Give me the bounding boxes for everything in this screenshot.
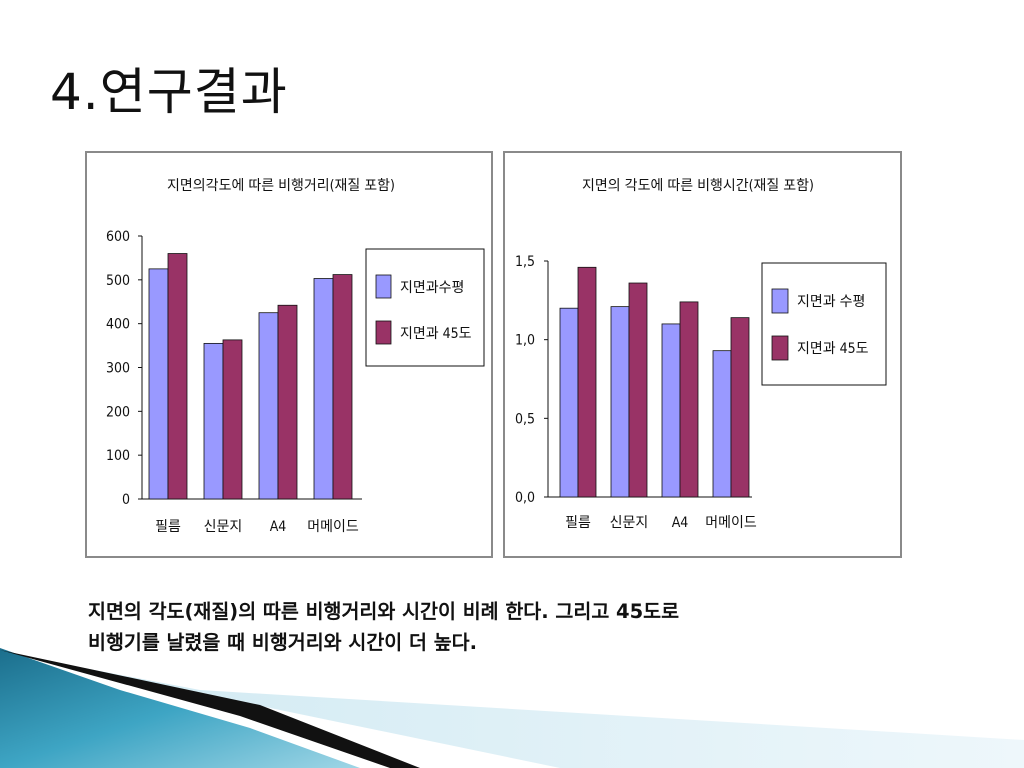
bar-series-1-1 — [148, 268, 169, 500]
y-tick-label: 0,0 — [515, 490, 535, 506]
y-tick-label: 500 — [106, 273, 130, 289]
decoration-dark-stripe — [0, 650, 420, 768]
slide-title: 4.연구결과 — [50, 63, 288, 121]
x-category-label: 머메이드 — [307, 519, 359, 535]
distance-chart: 지면의각도에 따른 비행거리(재질 포함) 600 500 400 300 200 100 0… — [85, 151, 493, 558]
legend-label-2: 지면과 45도 — [400, 326, 472, 342]
bar-series-2-1 — [577, 266, 597, 498]
body-text: 지면의 각도(재질)의 따른 비행거리와 시간이 비례 한다. 그리고 45도로… — [88, 596, 928, 658]
x-category-label: 필름 — [155, 519, 181, 535]
bar-series-2-3 — [277, 304, 298, 500]
bar-series-1-4 — [712, 350, 732, 498]
y-tick-label: 0,5 — [515, 411, 535, 427]
y-tick-label: 1,5 — [515, 254, 535, 270]
x-category-label: 신문지 — [204, 519, 243, 535]
body-line: 지면의 각도(재질)의 따른 비행거리와 시간이 비례 한다. 그리고 45도로 — [88, 600, 680, 623]
chart-svg: 지면의각도에 따른 비행거리(재질 포함) 600 500 400 300 200 100 0… — [106, 178, 485, 535]
y-tick-label: 1,0 — [515, 333, 535, 349]
x-category-label: 신문지 — [610, 515, 649, 531]
bar-series-2-2 — [628, 282, 648, 498]
bar-series-1-2 — [610, 306, 630, 498]
x-category-label: A4 — [270, 519, 287, 535]
y-tick-label: 0 — [122, 492, 130, 508]
chart-title: 지면의 각도에 따른 비행시간(재질 포함) — [582, 178, 814, 194]
bar-series-2-1 — [167, 253, 188, 500]
y-tick-label: 400 — [106, 317, 130, 333]
chart-title: 지면의각도에 따른 비행거리(재질 포함) — [167, 178, 395, 194]
legend-swatch-2 — [771, 335, 789, 361]
bar-series-1-3 — [258, 312, 279, 500]
x-category-label: 필름 — [565, 515, 591, 531]
legend-swatch-1 — [771, 288, 789, 314]
decoration-teal-swoosh — [0, 648, 360, 768]
legend-box — [761, 262, 887, 386]
bar-series-2-2 — [222, 339, 243, 500]
decoration-light-swoosh — [0, 652, 1024, 768]
y-tick-label: 600 — [106, 229, 130, 245]
y-tick-label: 300 — [106, 361, 130, 377]
bar-series-1-2 — [203, 342, 224, 500]
bar-series-1-1 — [559, 307, 579, 498]
bar-series-1-4 — [313, 278, 334, 500]
chart-svg: 지면의 각도에 따른 비행시간(재질 포함) 1,5 1,0 0,5 0,0 필름 신문지 A… — [515, 178, 887, 531]
y-tick-label: 100 — [106, 448, 130, 464]
legend-swatch-1 — [375, 274, 392, 299]
body-line: 비행기를 날렸을 때 비행거리와 시간이 더 높다. — [88, 631, 478, 654]
time-chart: 지면의 각도에 따른 비행시간(재질 포함) 1,5 1,0 0,5 0,0 필름 신문지 A… — [503, 151, 902, 558]
legend-label-1: 지면과 수평 — [797, 294, 865, 310]
legend-swatch-2 — [375, 320, 392, 345]
x-category-label: A4 — [672, 515, 689, 531]
bar-series-1-3 — [661, 323, 681, 498]
bar-series-2-4 — [332, 274, 353, 500]
legend-label-1: 지면과수평 — [400, 280, 464, 296]
legend-label-2: 지면과 45도 — [797, 341, 869, 357]
legend-box — [365, 248, 485, 367]
y-tick-label: 200 — [106, 404, 130, 420]
bar-series-2-3 — [679, 301, 699, 498]
bar-series-2-4 — [730, 317, 750, 498]
x-category-label: 머메이드 — [705, 515, 757, 531]
